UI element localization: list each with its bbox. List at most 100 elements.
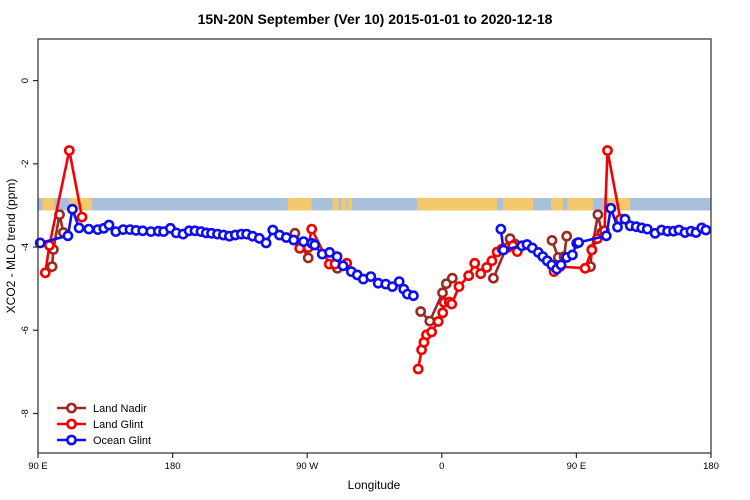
data-point	[83, 223, 95, 235]
legend-item-label: Ocean Glint	[93, 435, 151, 447]
data-point	[600, 230, 612, 242]
data-point	[415, 306, 427, 317]
data-point	[573, 237, 584, 248]
data-point	[453, 281, 465, 292]
map-band-land-patch	[347, 197, 353, 211]
legend-item-label: Land Glint	[93, 419, 143, 431]
map-band-land-patch	[287, 197, 312, 211]
data-point	[407, 290, 419, 302]
y-tick-label: -4	[20, 243, 31, 251]
y-tick-label: -2	[20, 160, 31, 168]
data-point	[386, 281, 398, 292]
data-point	[67, 203, 78, 215]
legend-marker	[66, 434, 77, 446]
x-tick-label: 90 W	[296, 461, 318, 472]
legend-item: Ocean Glint	[57, 434, 151, 447]
data-point	[497, 244, 509, 256]
data-point	[412, 363, 424, 375]
data-point	[267, 224, 279, 236]
data-point	[586, 244, 598, 256]
data-point	[331, 251, 343, 262]
data-point	[324, 246, 335, 258]
map-band-land-patch	[341, 197, 347, 211]
legend-item: Land Glint	[57, 418, 143, 431]
data-point	[487, 272, 499, 284]
data-point	[446, 272, 458, 284]
data-point	[481, 261, 493, 273]
data-series-group	[34, 145, 712, 375]
x-axis-title: Longitude	[348, 478, 401, 492]
data-point	[365, 271, 377, 282]
axes-group: 90 E 180 90 W 0 90 E 180 0 -2 -4 -6 -8	[20, 78, 719, 472]
y-axis-title: XCO2 - MLO trend (ppm)	[4, 179, 18, 314]
x-tick-label: 0	[439, 461, 444, 472]
data-point	[700, 224, 712, 236]
data-point	[76, 211, 88, 223]
plot-frame	[37, 38, 712, 454]
x-tick-label: 180	[165, 461, 181, 472]
data-point	[555, 259, 567, 271]
data-point	[602, 145, 613, 156]
legend-item-label: Land Nadir	[93, 403, 147, 415]
series-line	[43, 149, 84, 275]
x-tick-label: 90 E	[567, 461, 587, 472]
data-point	[567, 249, 578, 261]
data-point	[424, 315, 436, 327]
data-point	[546, 234, 558, 246]
chart-title: 15N-20N September (Ver 10) 2015-01-01 to…	[198, 11, 553, 27]
data-point	[309, 239, 321, 251]
legend: Land Nadir Land Glint Ocean Glint	[57, 402, 151, 447]
map-band-land-patch	[42, 197, 55, 211]
map-band-land-patch	[567, 197, 593, 211]
data-point	[495, 223, 507, 235]
data-point	[103, 219, 115, 231]
y-tick-label: 0	[20, 78, 31, 83]
map-band-land-patch	[332, 197, 339, 211]
data-point	[641, 223, 653, 235]
x-tick-label: 90 E	[28, 461, 48, 472]
data-point	[463, 270, 475, 282]
map-band-land-patch	[550, 197, 563, 211]
series-ocean-glint	[34, 202, 712, 302]
data-point	[486, 255, 498, 267]
data-point	[306, 223, 318, 235]
legend-item: Land Nadir	[57, 402, 147, 415]
data-point	[579, 262, 591, 274]
data-point	[39, 267, 51, 279]
y-tick-label: -8	[20, 409, 31, 417]
data-point	[393, 276, 405, 287]
data-point	[288, 234, 300, 246]
series-line	[589, 213, 604, 268]
legend-marker	[66, 402, 77, 414]
data-point	[46, 261, 58, 272]
data-point	[260, 237, 272, 249]
data-point	[592, 209, 604, 220]
data-point	[612, 221, 623, 233]
map-band-ocean	[38, 197, 711, 211]
data-point	[426, 326, 437, 338]
data-point	[73, 222, 85, 234]
x-tick-label: 180	[703, 461, 719, 472]
series-line	[50, 213, 65, 268]
data-point	[432, 316, 444, 327]
data-point	[62, 230, 74, 242]
series-line	[416, 244, 519, 371]
y-tick-label: -6	[20, 326, 31, 334]
data-point	[469, 257, 481, 269]
data-point	[619, 213, 631, 225]
data-point	[605, 202, 617, 214]
series-land-nadir	[46, 209, 608, 327]
legend-marker	[66, 418, 77, 430]
data-point	[298, 236, 309, 247]
series-line	[38, 207, 415, 298]
map-band-land-patch	[417, 197, 498, 211]
data-point	[337, 260, 349, 272]
data-point	[446, 298, 458, 310]
map-band-strip	[38, 197, 711, 211]
data-point	[561, 230, 573, 242]
data-point	[63, 145, 75, 156]
data-point	[437, 307, 449, 319]
data-point	[475, 268, 487, 280]
